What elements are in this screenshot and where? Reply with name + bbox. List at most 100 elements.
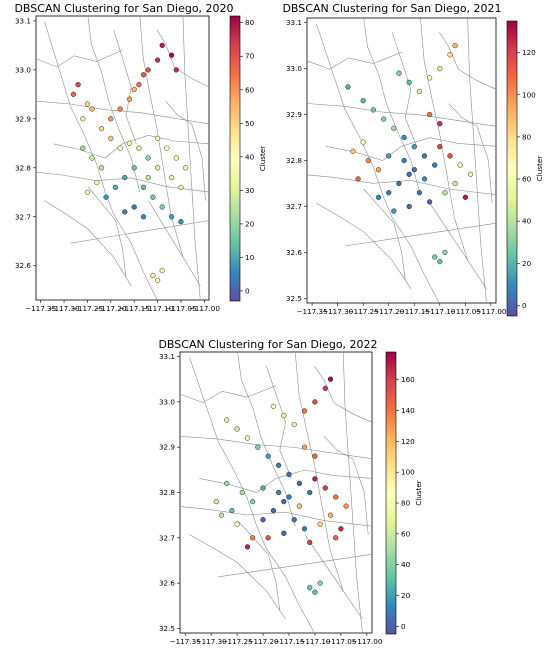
y-tick-label: 32.8 xyxy=(15,163,31,172)
cluster-point xyxy=(270,403,277,410)
cluster-point xyxy=(322,385,328,391)
cluster-point xyxy=(117,145,123,151)
colorbar-tick-label: 0 xyxy=(245,286,250,295)
street-line xyxy=(266,366,292,479)
y-tick-label: 32.9 xyxy=(15,114,31,123)
cluster-point xyxy=(108,135,114,142)
x-tick-label: −117.30 xyxy=(196,637,228,646)
cluster-point xyxy=(145,67,151,73)
street-line xyxy=(148,200,201,286)
street-line xyxy=(182,15,201,301)
colorbar-tick-label: 30 xyxy=(245,186,255,195)
colorbar-tick-label: 20 xyxy=(245,219,255,228)
cluster-point xyxy=(437,65,443,72)
cluster-point xyxy=(155,135,161,142)
cluster-point xyxy=(307,489,313,496)
street-line xyxy=(189,357,315,634)
cluster-point xyxy=(169,175,175,181)
x-tick-label: −117.20 xyxy=(247,637,279,646)
street-line xyxy=(44,200,132,286)
cluster-point xyxy=(396,180,402,187)
cluster-point xyxy=(301,444,308,450)
street-line xyxy=(363,17,421,195)
cluster-point xyxy=(140,214,147,220)
cluster-point xyxy=(416,190,423,196)
cluster-point xyxy=(401,157,407,164)
cluster-point xyxy=(224,417,230,423)
cluster-point xyxy=(350,148,356,154)
cluster-point xyxy=(281,412,287,419)
street-line xyxy=(35,100,210,125)
cluster-point xyxy=(355,176,361,182)
colorbar-tick-label: 100 xyxy=(522,90,536,99)
cluster-point xyxy=(131,204,137,210)
street-line xyxy=(35,49,123,68)
cluster-points xyxy=(70,42,189,284)
street-line xyxy=(391,32,417,147)
street-line xyxy=(316,23,440,304)
cluster-point xyxy=(360,98,366,104)
cluster-point xyxy=(386,153,392,159)
street-line xyxy=(294,351,344,591)
street-line xyxy=(314,365,373,423)
cluster-point xyxy=(159,42,165,49)
street-network xyxy=(306,17,497,304)
cluster-point xyxy=(427,111,433,118)
street-line xyxy=(467,17,487,304)
x-tick-label: −117.35 xyxy=(297,307,328,316)
cluster-point xyxy=(333,494,339,500)
cluster-point xyxy=(103,194,109,200)
cluster-point xyxy=(411,167,417,173)
street-line xyxy=(113,30,137,144)
cluster-point xyxy=(150,272,156,279)
colorbar-label: Cluster xyxy=(258,146,267,172)
street-line xyxy=(306,51,402,70)
cluster-point xyxy=(421,176,428,182)
cluster-point xyxy=(370,107,377,113)
street-line xyxy=(306,174,497,195)
cluster-point xyxy=(406,203,412,210)
cluster-point xyxy=(70,91,77,97)
cluster-point xyxy=(427,199,433,205)
cluster-point xyxy=(276,462,282,468)
y-tick-label: 32.5 xyxy=(286,294,302,303)
street-line xyxy=(218,554,373,578)
x-tick-label: −117.25 xyxy=(348,307,379,316)
cluster-point xyxy=(239,489,245,496)
cluster-point xyxy=(457,162,463,168)
colorbar-tick-label: 100 xyxy=(401,468,415,477)
street-line xyxy=(429,203,487,289)
cluster-point xyxy=(286,471,292,478)
cluster-point xyxy=(432,254,438,260)
x-tick-label: −117.05 xyxy=(325,637,356,646)
cluster-point xyxy=(136,81,142,88)
x-tick-label: −117.00 xyxy=(189,304,221,313)
street-line xyxy=(237,520,281,611)
y-tick-label: 32.8 xyxy=(286,156,302,165)
x-tick-label: −117.35 xyxy=(25,304,56,313)
y-tick-label: 33.1 xyxy=(286,18,302,27)
cluster-point xyxy=(375,194,382,200)
y-tick-label: 32.6 xyxy=(15,261,31,270)
colorbar xyxy=(506,20,518,317)
cluster-point xyxy=(322,485,328,491)
cluster-point xyxy=(213,499,219,505)
cluster-point xyxy=(291,421,297,428)
cluster-point xyxy=(286,494,292,500)
y-tick-label: 33.1 xyxy=(159,352,175,361)
cluster-point xyxy=(122,175,128,181)
cluster-point xyxy=(452,42,458,49)
cluster-point xyxy=(80,116,86,122)
cluster-point xyxy=(317,521,323,527)
y-tick-label: 32.7 xyxy=(15,212,31,221)
cluster-point xyxy=(345,84,351,90)
cluster-point xyxy=(270,508,277,514)
x-tick-label: −117.10 xyxy=(299,637,331,646)
cluster-point xyxy=(312,589,318,595)
cluster-point xyxy=(411,144,417,150)
x-tick-label: −117.00 xyxy=(351,637,383,646)
street-line xyxy=(363,188,406,281)
cluster-point xyxy=(145,175,151,181)
street-line xyxy=(179,385,277,403)
x-tick-label: −117.15 xyxy=(273,637,304,646)
